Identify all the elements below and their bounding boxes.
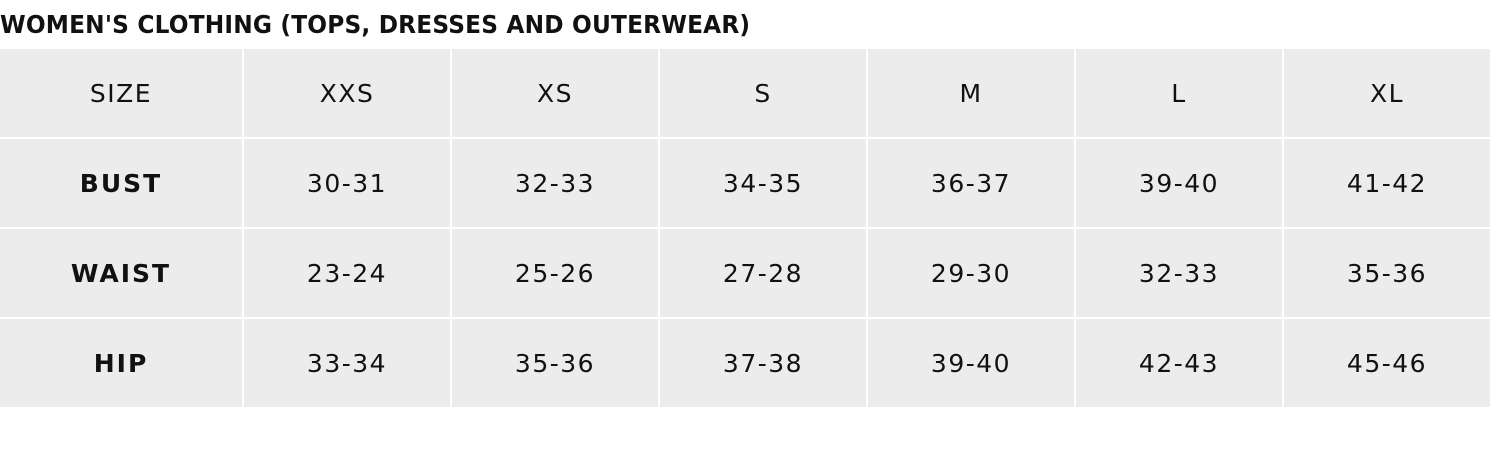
- column-header: M: [868, 49, 1074, 137]
- row-header: WAIST: [0, 229, 242, 317]
- measurement: 45-46: [1284, 319, 1490, 407]
- column-header: XL: [1284, 49, 1490, 137]
- column-header: L: [1076, 49, 1282, 137]
- measurement: 25-26: [452, 229, 658, 317]
- measurement: 33-34: [244, 319, 450, 407]
- column-header: XS: [452, 49, 658, 137]
- measurement: 42-43: [1076, 319, 1282, 407]
- measurement: 37-38: [660, 319, 866, 407]
- row-header: BUST: [0, 139, 242, 227]
- measurement: 35-36: [452, 319, 658, 407]
- measurement: 27-28: [660, 229, 866, 317]
- measurement: 30-31: [244, 139, 450, 227]
- measurement: 29-30: [868, 229, 1074, 317]
- column-header: XXS: [244, 49, 450, 137]
- measurement: 32-33: [452, 139, 658, 227]
- measurement: 34-35: [660, 139, 866, 227]
- size-table: SIZE XXS XS S M L XL BUST 30-31 32-33 34-35 36-37 39…: [0, 49, 1490, 407]
- measurement: 23-24: [244, 229, 450, 317]
- row-header: HIP: [0, 319, 242, 407]
- measurement: 36-37: [868, 139, 1074, 227]
- measurement: 39-40: [1076, 139, 1282, 227]
- column-header: S: [660, 49, 866, 137]
- measurement: 39-40: [868, 319, 1074, 407]
- column-header: SIZE: [0, 49, 242, 137]
- table-title: WOMEN'S CLOTHING (TOPS, DRESSES AND OUTE…: [0, 10, 751, 39]
- measurement: 35-36: [1284, 229, 1490, 317]
- measurement: 32-33: [1076, 229, 1282, 317]
- measurement: 41-42: [1284, 139, 1490, 227]
